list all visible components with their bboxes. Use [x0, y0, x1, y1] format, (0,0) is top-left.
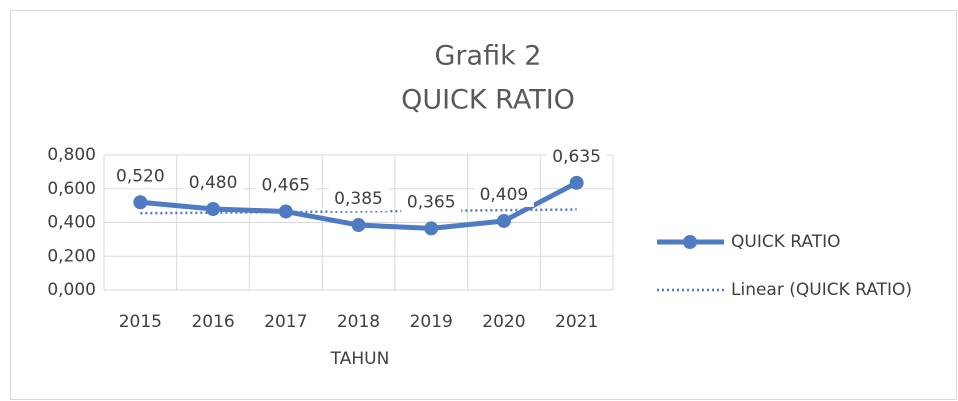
y-tick-label: 0,800: [47, 145, 96, 165]
x-tick-label: 2020: [482, 312, 525, 332]
data-point: [496, 213, 511, 228]
x-tick-label: 2021: [555, 312, 598, 332]
x-tick-label: 2019: [410, 312, 453, 332]
data-label-bg: [328, 187, 389, 212]
data-point: [424, 221, 439, 236]
data-point: [133, 195, 148, 210]
data-point: [278, 204, 293, 219]
legend-label: Linear (QUICK RATIO): [731, 280, 912, 300]
data-point: [206, 202, 221, 216]
x-tick-label: 2016: [191, 312, 234, 332]
data-label: 0,409: [480, 185, 529, 205]
data-label-bg: [110, 164, 171, 189]
y-tick-label: 0,600: [47, 179, 96, 199]
data-label: 0,365: [407, 192, 456, 212]
data-label-bg: [255, 173, 316, 198]
data-point: [569, 175, 584, 190]
legend-marker: [683, 235, 697, 249]
data-label-bg: [183, 171, 244, 195]
chart-title: Grafik 2: [435, 41, 542, 72]
data-label: 0,520: [116, 166, 165, 186]
y-tick-label: 0,000: [47, 280, 96, 300]
x-tick-label: 2015: [119, 312, 162, 332]
data-label-bg: [546, 144, 607, 169]
data-label-bg: [401, 190, 462, 215]
y-tick-label: 0,400: [47, 213, 96, 233]
chart-title: QUICK RATIO: [401, 85, 575, 116]
x-tick-label: 2017: [264, 312, 307, 332]
legend-label: QUICK RATIO: [731, 232, 840, 252]
data-label: 0,465: [261, 176, 310, 196]
data-label: 0,480: [189, 173, 238, 193]
data-label-bg: [473, 182, 534, 207]
data-point: [351, 218, 366, 233]
data-label: 0,635: [552, 147, 601, 167]
x-tick-label: 2018: [337, 312, 380, 332]
y-tick-label: 0,200: [47, 246, 96, 266]
data-label: 0,385: [334, 189, 383, 209]
x-axis-label: TAHUN: [330, 349, 390, 369]
